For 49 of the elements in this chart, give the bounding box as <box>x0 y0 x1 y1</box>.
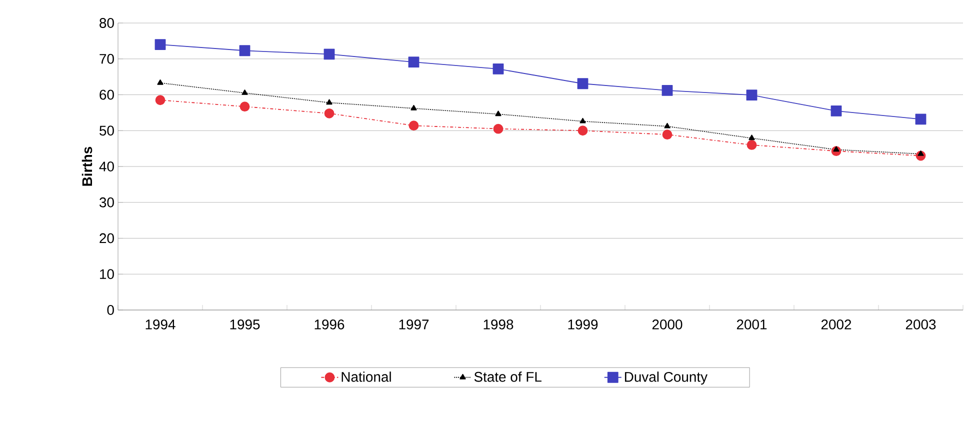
point <box>155 95 166 106</box>
point <box>493 124 504 134</box>
point <box>240 102 250 112</box>
point <box>577 78 588 90</box>
point <box>746 140 757 150</box>
y-tick-label: 60 <box>100 90 114 100</box>
y-tick-label: 10 <box>100 269 114 280</box>
point <box>239 45 250 56</box>
point <box>324 48 335 60</box>
point <box>662 84 673 96</box>
point <box>408 56 420 68</box>
x-tick-label: 2002 <box>821 320 852 330</box>
y-tick-label: 80 <box>100 18 114 28</box>
point <box>492 63 504 74</box>
x-tick-label: 1998 <box>484 320 514 330</box>
point <box>580 118 586 124</box>
point <box>408 120 419 131</box>
legend-label: State of FL <box>474 372 542 382</box>
point <box>242 90 248 95</box>
y-tick-label: 20 <box>100 233 114 244</box>
point <box>578 126 588 136</box>
point <box>662 130 672 140</box>
y-tick-label: 70 <box>100 54 114 64</box>
x-tick-label: 2003 <box>906 320 936 330</box>
x-tick-label: 1997 <box>399 320 429 330</box>
x-tick-label: 1994 <box>146 320 176 330</box>
legend-label: National <box>342 372 391 382</box>
y-tick-label: 50 <box>100 126 114 136</box>
point <box>324 108 334 118</box>
point <box>326 99 332 105</box>
y-axis-title: Births <box>82 146 92 186</box>
x-tick-label: 1996 <box>314 320 344 330</box>
y-tick-label: 0 <box>107 305 114 315</box>
y-tick-label: 40 <box>99 162 114 172</box>
point <box>830 105 842 116</box>
point <box>746 90 758 101</box>
point <box>495 110 502 116</box>
legend-label: Duval County <box>624 372 708 385</box>
x-tick-label: 1995 <box>230 320 260 330</box>
point <box>664 122 670 128</box>
point <box>915 114 926 125</box>
point <box>157 79 164 85</box>
x-tick-label: 2001 <box>736 320 767 330</box>
x-tick-label: 1999 <box>568 320 598 330</box>
x-tick-label: 2000 <box>652 320 682 330</box>
point <box>154 39 166 50</box>
y-tick-label: 30 <box>100 197 114 208</box>
point <box>748 134 755 140</box>
point <box>410 104 417 110</box>
